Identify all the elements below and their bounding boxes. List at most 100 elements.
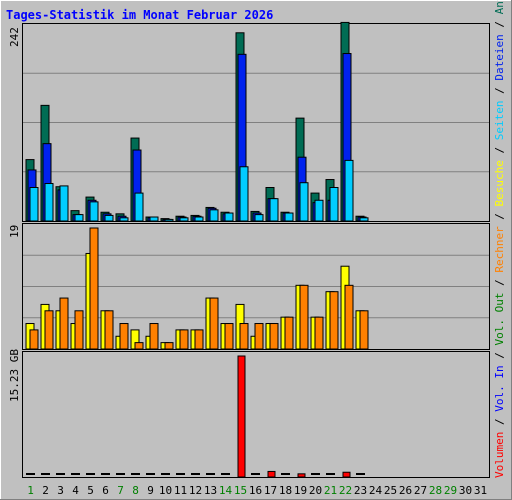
x-tick-label-day-18: 18 (279, 484, 292, 497)
bar-seiten-day-14 (224, 212, 234, 222)
x-tick-label-day-24: 24 (369, 484, 383, 497)
legend-separator: / (493, 273, 506, 293)
legend-separator: / (493, 14, 506, 34)
x-tick-label-day-5: 5 (87, 484, 94, 497)
bar-seiten-day-6 (104, 214, 114, 222)
bar-rechner-day-16 (254, 323, 264, 350)
x-tick-label-day-6: 6 (102, 484, 109, 497)
legend-rechner: Rechner (493, 226, 506, 273)
bar-volumen-day-15 (237, 355, 246, 478)
bar-rechner-day-23 (359, 310, 369, 350)
bar-rechner-day-7 (119, 323, 129, 350)
bar-seiten-day-23 (359, 217, 369, 222)
bar-rechner-day-22 (344, 284, 354, 350)
legend: Volumen / Vol. In / Vol. Out / Rechner /… (493, 0, 506, 478)
x-tick-label-day-11: 11 (174, 484, 187, 497)
x-tick-label-day-15: 15 (234, 484, 247, 497)
bar-seiten-day-8 (134, 192, 144, 222)
bar-seiten-day-18 (284, 212, 294, 222)
x-tick-label-day-19: 19 (294, 484, 307, 497)
visits-ymax-label: 19 (8, 225, 21, 238)
legend-separator: / (493, 206, 506, 226)
bar-rechner-day-18 (284, 316, 294, 350)
bar-rechner-day-10 (164, 342, 174, 350)
x-tick-label-day-13: 13 (204, 484, 217, 497)
chart-title: Tages-Statistik im Monat Februar 2026 (6, 8, 273, 22)
x-tick-label-day-7: 7 (117, 484, 124, 497)
x-axis-day-labels: 1 2 3 4 5 6 7 8 9 10 11 12 13 14 15 16 17 18 19 20 21 22 23 24 2… (27, 484, 487, 497)
bar-rechner-day-3 (59, 297, 69, 350)
bar-seiten-day-22 (344, 159, 354, 222)
x-tick-label-day-10: 10 (159, 484, 172, 497)
bar-rechner-day-5 (89, 227, 99, 350)
bar-rechner-day-9 (149, 323, 159, 350)
bar-rechner-day-8 (134, 342, 144, 350)
bar-seiten-day-15 (239, 166, 249, 222)
bar-volumen-day-19 (297, 473, 306, 478)
legend-separator: / (493, 140, 506, 160)
bar-volumen-day-17 (267, 470, 276, 478)
legend-dateien: Dateien (493, 34, 506, 80)
x-tick-label-day-17: 17 (264, 484, 277, 497)
x-tick-label-day-3: 3 (57, 484, 64, 497)
bar-seiten-day-21 (329, 187, 339, 222)
bar-seiten-day-13 (209, 209, 219, 222)
x-tick-label-day-23: 23 (354, 484, 367, 497)
legend-besuche: Besuche (493, 160, 506, 206)
bar-seiten-day-12 (194, 216, 204, 222)
bar-rechner-day-12 (194, 329, 204, 350)
x-tick-label-day-29: 29 (444, 484, 457, 497)
requests-ymax-label: 242 (8, 27, 21, 47)
x-tick-label-day-26: 26 (399, 484, 412, 497)
x-tick-label-day-27: 27 (414, 484, 427, 497)
x-tick-label-day-31: 31 (474, 484, 487, 497)
x-tick-label-day-30: 30 (459, 484, 472, 497)
bar-rechner-day-20 (314, 316, 324, 350)
bar-seiten-day-20 (314, 199, 324, 222)
x-tick-label-day-20: 20 (309, 484, 322, 497)
legend-volumen: Volumen (493, 432, 506, 478)
x-tick-label-day-14: 14 (219, 484, 233, 497)
bar-seiten-day-17 (269, 198, 279, 222)
x-tick-label-day-4: 4 (72, 484, 79, 497)
bar-rechner-day-1 (29, 329, 39, 350)
x-tick-label-day-21: 21 (324, 484, 337, 497)
x-tick-label-day-1: 1 (27, 484, 34, 497)
bar-rechner-day-19 (299, 284, 309, 350)
bar-rechner-day-14 (224, 323, 234, 350)
bar-volumen-day-22 (342, 471, 351, 478)
bar-seiten-day-2 (44, 183, 54, 222)
gridlines (23, 72, 489, 319)
panel-volume-frame (22, 351, 490, 478)
bar-seiten-day-5 (89, 201, 99, 222)
legend-separator: / (493, 346, 506, 366)
bar-seiten-day-4 (74, 214, 84, 222)
bar-seiten-day-11 (179, 217, 189, 222)
bar-rechner-day-11 (179, 329, 189, 350)
bar-rechner-day-21 (329, 291, 339, 350)
legend-vol-out: Vol. Out (493, 293, 506, 346)
x-tick-label-day-28: 28 (429, 484, 442, 497)
x-tick-label-day-25: 25 (384, 484, 397, 497)
x-tick-label-day-2: 2 (42, 484, 49, 497)
bar-seiten-day-10 (164, 218, 174, 222)
legend-separator: / (493, 412, 506, 432)
legend-seiten: Seiten (493, 100, 506, 140)
legend-vol-in: Vol. In (493, 365, 506, 411)
legend-anfragen: Anfragen (493, 0, 506, 14)
x-tick-label-day-12: 12 (189, 484, 202, 497)
bar-seiten-day-9 (149, 216, 159, 222)
bar-seiten-day-19 (299, 182, 309, 222)
x-tick-label-day-22: 22 (339, 484, 352, 497)
bar-rechner-day-6 (104, 310, 114, 350)
bar-seiten-day-7 (119, 217, 129, 222)
bar-rechner-day-15 (239, 323, 249, 350)
bar-rechner-day-4 (74, 310, 84, 350)
bar-rechner-day-13 (209, 297, 219, 350)
x-tick-label-day-16: 16 (249, 484, 262, 497)
volume-ymax-label: 15.23 GB (8, 349, 21, 402)
bar-seiten-day-16 (254, 214, 264, 222)
bar-rechner-day-17 (269, 323, 279, 350)
x-tick-label-day-9: 9 (147, 484, 154, 497)
